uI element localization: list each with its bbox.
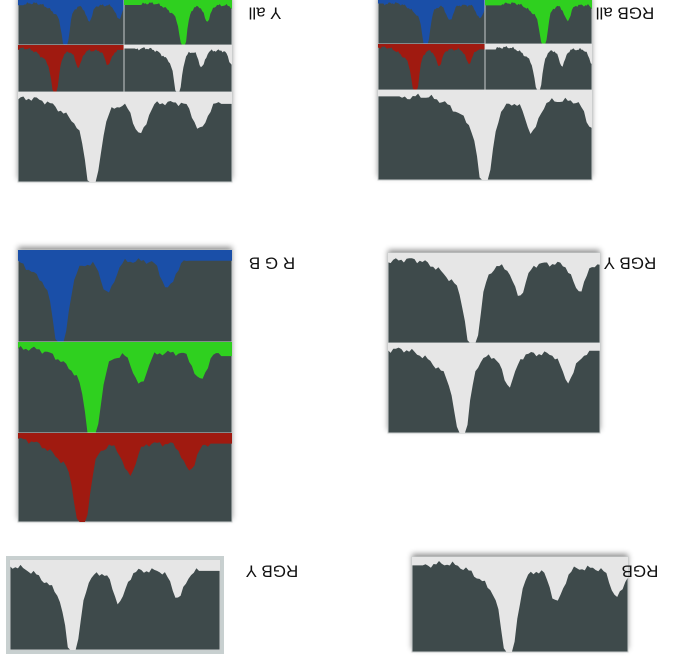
histogram-fill [10,560,220,650]
histogram-fill [124,0,232,45]
histogram-fill [18,433,232,522]
histogram-fill [388,253,600,343]
histogram-fill [388,343,600,433]
panel-label: RGB [622,562,659,581]
histogram-fill [485,0,592,44]
histogram-fill [18,45,124,92]
histogram-fill [18,0,124,45]
histogram-fill [124,45,232,92]
histogram-fill [378,44,485,90]
histogram-fill [18,342,232,433]
panels [6,0,629,654]
histogram-fill [378,0,485,44]
histogram-fill [18,250,232,342]
panel-label: Y all [249,4,282,23]
histogram-fill [378,90,592,180]
histogram-fill [412,557,628,652]
histogram-fill [485,44,592,90]
histogram-fill [18,92,232,182]
panel-label: R G B [249,254,295,273]
panel-label: RGB Y [246,562,299,581]
panel-label: RGB all [596,4,655,23]
panel-label: RGB Y [604,254,657,273]
